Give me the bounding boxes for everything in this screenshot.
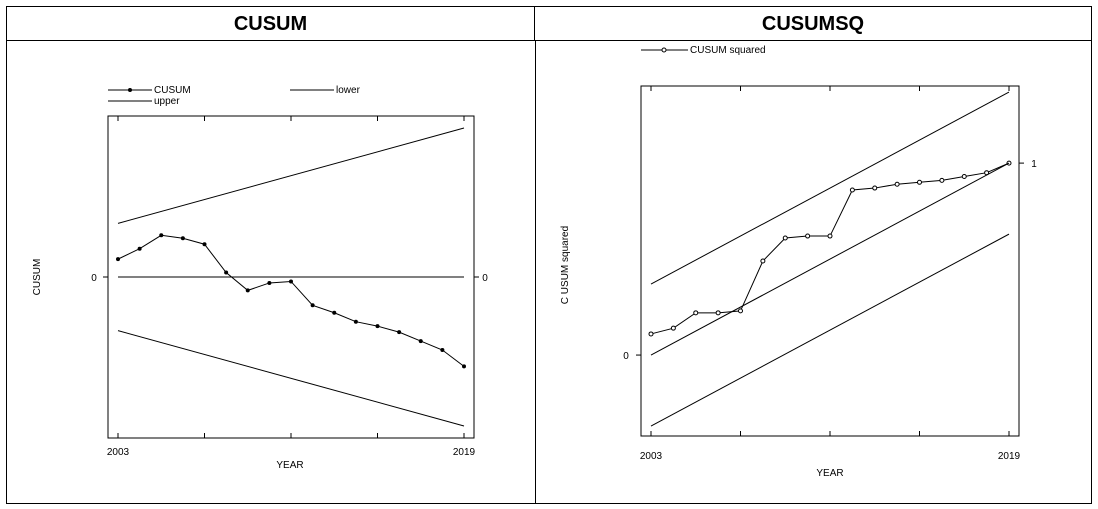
- cusum-x-axis-label: YEAR: [276, 460, 303, 471]
- cusumsq-x-tick-label: 2003: [640, 451, 663, 462]
- cusum-x-tick-label: 2003: [107, 447, 130, 458]
- cusum-y-tick-label-left: 0: [91, 273, 97, 284]
- cusumsq-upper-bound: [650, 91, 1010, 285]
- cusum-lower-bound: [117, 330, 465, 427]
- cusum-point: [462, 364, 466, 369]
- cusumsq-point: [827, 233, 833, 239]
- cusum-point: [440, 348, 445, 353]
- cusum-point: [332, 310, 337, 315]
- cusum-point: [289, 279, 293, 284]
- cusum-point: [159, 233, 164, 238]
- cusum-y-axis-label: CUSUM: [32, 259, 43, 296]
- legend-cusumsq-marker: [661, 47, 667, 53]
- cusum-x-tick-label: 2019: [453, 447, 476, 458]
- figure-frame: CUSUM CUSUMSQ: [6, 6, 1092, 504]
- cusumsq-y-tick-label-right: 1: [1031, 159, 1037, 170]
- cusumsq-line: [650, 162, 1010, 335]
- cusumsq-point: [693, 310, 699, 316]
- cusumsq-point: [805, 233, 811, 239]
- cusumsq-point: [939, 177, 945, 183]
- cusumsq-panel-title: CUSUMSQ: [535, 7, 1091, 41]
- cusum-point: [202, 242, 207, 247]
- cusum-point: [180, 236, 185, 241]
- cusum-point: [375, 324, 380, 329]
- legend-cusum-label: CUSUM: [154, 85, 191, 96]
- cusumsq-x-axis-label: YEAR: [816, 468, 843, 479]
- cusumsq-point: [894, 181, 900, 187]
- cusumsq-point: [760, 258, 766, 264]
- cusumsq-point: [782, 235, 788, 241]
- legend-cusum-marker: [128, 88, 132, 92]
- cusumsq-point: [715, 310, 721, 316]
- legend-cusumsq-label: CUSUM squared: [690, 45, 766, 56]
- cusumsq-point: [961, 174, 967, 180]
- cusumsq-x-tick-label: 2019: [998, 451, 1021, 462]
- cusum-point: [116, 257, 120, 262]
- cusum-point: [137, 246, 142, 251]
- legend-lower-label: lower: [336, 85, 361, 96]
- cusumsq-point: [670, 325, 676, 331]
- cusum-point: [224, 270, 229, 275]
- cusumsq-y-tick-label-left: 0: [623, 351, 629, 362]
- cusumsq-point: [648, 331, 654, 337]
- cusum-point: [267, 280, 272, 285]
- cusumsq-point: [849, 187, 855, 193]
- cusum-point: [310, 303, 315, 308]
- cusum-point: [418, 339, 423, 344]
- cusum-line: [117, 234, 465, 367]
- cusum-point: [353, 319, 358, 324]
- cusumsq-point: [917, 179, 922, 185]
- cusumsq-point: [872, 185, 878, 191]
- cusumsq-point: [738, 308, 743, 314]
- cusumsq-plot-area: [640, 85, 1020, 437]
- panel-divider: [535, 41, 536, 503]
- cusum-point: [245, 288, 250, 293]
- cusumsq-y-axis-label: C USUM squared: [560, 226, 571, 304]
- legend-upper-label: upper: [154, 96, 180, 107]
- cusum-upper-bound: [117, 127, 465, 224]
- cusumsq-lower-bound: [650, 233, 1010, 427]
- cusum-panel-title: CUSUM: [7, 7, 535, 41]
- cusumsq-mid-bound: [650, 162, 1010, 356]
- cusum-y-tick-label-right: 0: [482, 273, 488, 284]
- cusum-point: [397, 330, 402, 335]
